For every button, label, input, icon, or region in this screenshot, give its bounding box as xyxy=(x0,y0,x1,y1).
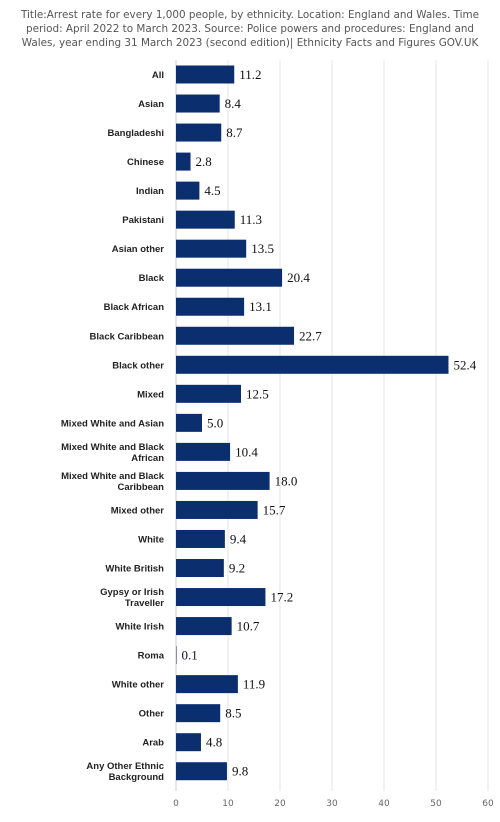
category-label: Indian xyxy=(136,186,164,197)
category-label: Asian other xyxy=(112,244,165,255)
category-labels: All Asian Bangladeshi Chinese Indian Pakistan… xyxy=(61,70,165,783)
value-label: 15.7 xyxy=(263,502,286,517)
bar xyxy=(176,471,270,490)
value-label: 0.1 xyxy=(182,648,198,663)
category-label: Mixed White and Black Caribbean xyxy=(61,471,165,493)
category-label: Arab xyxy=(142,738,164,749)
bar xyxy=(176,704,221,723)
value-label: 22.7 xyxy=(299,328,322,343)
value-label: 11.9 xyxy=(243,677,265,692)
category-label: Black xyxy=(139,273,165,284)
x-axis-ticks: 0 10 20 30 40 50 60 xyxy=(173,799,494,809)
bar xyxy=(176,733,201,752)
bar xyxy=(176,210,235,229)
category-label: Pakistani xyxy=(122,215,164,226)
value-label: 4.8 xyxy=(206,735,222,750)
bar xyxy=(176,268,283,287)
bar xyxy=(176,181,200,200)
bars xyxy=(176,65,449,781)
value-label: 13.5 xyxy=(251,241,274,256)
bar xyxy=(176,442,231,461)
value-label: 8.7 xyxy=(226,125,243,140)
category-label: White British xyxy=(105,564,164,575)
value-label: 52.4 xyxy=(453,357,476,372)
bar xyxy=(176,559,224,578)
value-labels: 11.2 8.4 8.7 2.8 4.5 11.3 13.5 20.4 13.1 22.7 52.4… xyxy=(182,67,477,779)
value-label: 2.8 xyxy=(196,154,212,169)
bar xyxy=(176,413,202,432)
value-label: 8.5 xyxy=(225,706,241,721)
value-label: 17.2 xyxy=(270,590,293,605)
category-label: All xyxy=(152,70,164,81)
bar xyxy=(176,326,295,345)
bar xyxy=(176,94,220,113)
bar xyxy=(176,123,222,142)
x-tick-label: 40 xyxy=(378,799,390,809)
bar xyxy=(176,65,235,84)
category-label: Black African xyxy=(104,302,165,313)
value-label: 10.4 xyxy=(235,444,258,459)
bar xyxy=(176,500,258,519)
category-label: Mixed White and Black African xyxy=(61,442,165,464)
x-tick-label: 60 xyxy=(482,799,494,809)
bar xyxy=(176,762,227,781)
category-label: Any Other Ethnic Background xyxy=(86,761,164,783)
bar xyxy=(176,529,225,548)
bar xyxy=(176,384,241,403)
bar xyxy=(176,355,449,374)
x-tick-label: 20 xyxy=(274,799,286,809)
chart-title: Title:Arrest rate for every 1,000 people… xyxy=(20,9,480,49)
category-label: White other xyxy=(112,680,165,691)
x-tick-label: 50 xyxy=(430,799,442,809)
x-tick-label: 0 xyxy=(173,799,179,809)
category-label: Gypsy or Irish Traveller xyxy=(100,587,164,609)
category-label: Black Caribbean xyxy=(90,331,165,342)
category-label: Chinese xyxy=(127,157,164,168)
value-label: 10.7 xyxy=(237,619,260,634)
value-label: 9.2 xyxy=(229,561,245,576)
category-label: Black other xyxy=(112,360,164,371)
bar xyxy=(176,152,191,171)
bar xyxy=(176,675,238,694)
category-label: White xyxy=(138,534,164,545)
bar xyxy=(176,297,245,316)
value-label: 20.4 xyxy=(287,270,310,285)
category-label: Mixed White and Asian xyxy=(61,418,164,429)
value-label: 12.5 xyxy=(246,386,269,401)
category-label: Mixed other xyxy=(111,505,165,516)
bar xyxy=(176,588,266,607)
value-label: 11.2 xyxy=(239,67,261,82)
value-label: 8.4 xyxy=(225,96,242,111)
category-label: White Irish xyxy=(115,622,164,633)
value-label: 4.5 xyxy=(204,183,220,198)
category-label: Mixed xyxy=(137,389,164,400)
value-label: 5.0 xyxy=(207,415,223,430)
value-label: 13.1 xyxy=(249,299,272,314)
bar xyxy=(176,646,177,665)
value-label: 9.8 xyxy=(232,764,248,779)
value-label: 11.3 xyxy=(240,212,262,227)
bar xyxy=(176,617,232,636)
value-label: 18.0 xyxy=(275,473,298,488)
category-label: Other xyxy=(139,709,165,720)
category-label: Asian xyxy=(138,99,164,110)
category-label: Bangladeshi xyxy=(108,128,165,139)
value-label: 9.4 xyxy=(230,531,247,546)
bar xyxy=(176,239,247,258)
x-tick-label: 10 xyxy=(222,799,234,809)
category-label: Roma xyxy=(138,651,165,662)
x-tick-label: 30 xyxy=(326,799,338,809)
